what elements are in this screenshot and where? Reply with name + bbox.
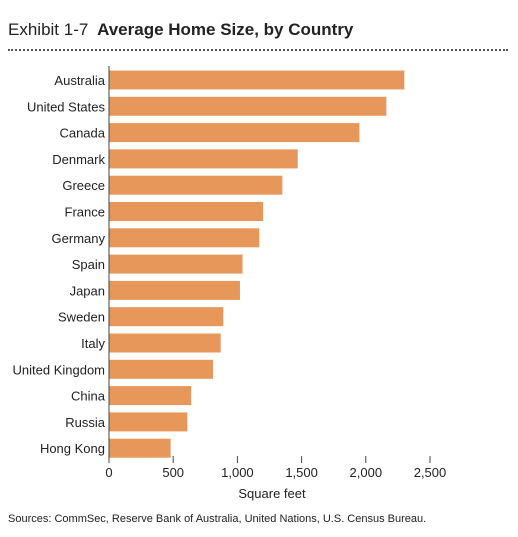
chart-title: Average Home Size, by Country [97, 20, 354, 39]
bar-japan [109, 280, 240, 300]
category-label: United Kingdom [13, 362, 106, 377]
x-tick-label: 500 [162, 465, 184, 480]
bars-group [109, 70, 405, 458]
exhibit-title: Exhibit 1-7 Average Home Size, by Countr… [8, 20, 353, 40]
bar-spain [109, 254, 243, 274]
bar-italy [109, 333, 221, 353]
category-label: Denmark [52, 152, 105, 167]
bar-canada [109, 123, 360, 143]
bar-germany [109, 228, 260, 248]
x-tick-label: 2,000 [350, 465, 383, 480]
category-label: Japan [70, 283, 105, 298]
bar-france [109, 202, 264, 221]
x-tick-label: 1,500 [285, 465, 318, 480]
x-axis-title: Square feet [238, 486, 306, 501]
bar-hong-kong [109, 438, 171, 458]
source-note: Sources: CommSec, Reserve Bank of Austra… [8, 513, 427, 525]
category-label: Hong Kong [40, 441, 105, 456]
category-label: France [65, 205, 105, 220]
exhibit-number: Exhibit 1-7 [8, 20, 89, 39]
bar-united-states [109, 96, 387, 116]
bar-denmark [109, 149, 298, 169]
bar-united-kingdom [109, 359, 214, 379]
x-tick-label: 1,000 [221, 465, 254, 480]
category-label: China [71, 389, 106, 404]
bar-russia [109, 412, 188, 432]
title-divider [8, 49, 508, 51]
bar-china [109, 386, 192, 406]
category-label: Greece [62, 178, 105, 193]
category-label: Spain [72, 257, 105, 272]
category-labels: Australia United States Canada Denmark Greec… [13, 73, 106, 456]
x-axis-ticks: 0 500 1,000 1,500 2,000 2,500 [105, 456, 446, 480]
bar-sweden [109, 307, 224, 327]
category-label: United States [27, 99, 106, 114]
bar-greece [109, 175, 283, 195]
x-tick-label: 2,500 [414, 465, 447, 480]
category-label: Italy [81, 336, 105, 351]
category-label: Sweden [58, 310, 105, 325]
category-label: Australia [54, 73, 105, 88]
bar-australia [109, 70, 405, 90]
x-tick-label: 0 [105, 465, 112, 480]
category-label: Russia [65, 415, 106, 430]
category-label: Canada [59, 126, 105, 141]
category-label: Germany [52, 231, 106, 246]
